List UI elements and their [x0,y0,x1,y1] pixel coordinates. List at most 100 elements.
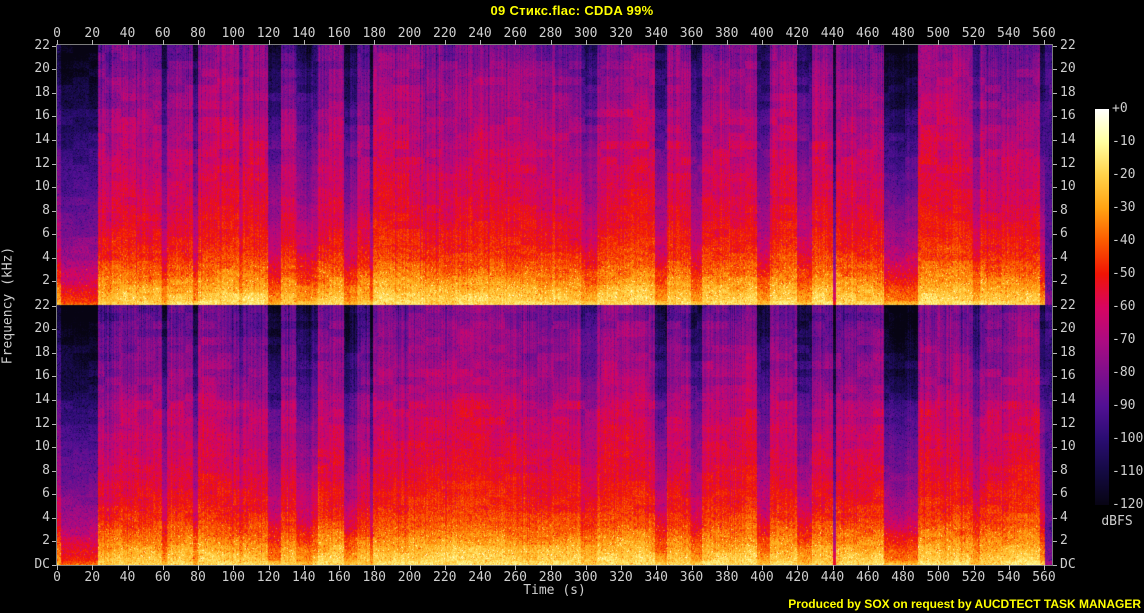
freq-tick [52,116,56,117]
time-tick-label: 120 [256,26,281,41]
time-tick [656,565,658,570]
freq-tick [1053,400,1057,401]
freq-tick-label: 20 [1060,321,1076,336]
time-tick [480,565,481,570]
colorbar-tick-label: -100 [1112,431,1144,446]
freq-tick-label: 18 [34,85,50,100]
freq-tick-label: 20 [1060,61,1076,76]
time-tick [832,565,834,570]
freq-tick [52,471,56,472]
time-tick-label: 240 [468,26,492,41]
freq-tick [52,424,56,425]
time-tick [339,565,340,570]
time-tick-label: 460 [856,570,880,585]
time-tick-label: 320 [609,570,633,585]
time-tick-label: 140 [292,26,316,41]
time-tick-label: 0 [53,26,61,41]
time-tick-label: 380 [715,570,739,585]
time-tick-label: 260 [503,570,527,585]
time-tick [303,565,305,570]
freq-tick-label: 12 [34,416,50,431]
time-tick [903,565,904,570]
time-tick [374,565,376,570]
time-tick [444,565,446,570]
time-tick-label: 540 [997,26,1021,41]
colorbar-tick-label: +0 [1112,101,1128,116]
freq-tick-label: 10 [34,439,50,454]
time-tick-label: 460 [856,26,880,41]
colorbar-gradient [1095,109,1109,505]
freq-tick-label: 4 [42,250,50,265]
time-tick [198,565,199,570]
freq-tick [1053,565,1057,566]
freq-tick-label: 18 [34,345,50,360]
freq-tick [1053,471,1057,472]
time-tick [550,40,552,45]
time-tick [374,40,376,45]
time-tick [1008,565,1010,570]
time-tick-label: 20 [84,26,101,41]
time-tick-label: 200 [397,570,422,585]
time-tick-label: 80 [190,26,206,41]
time-tick-label: 400 [750,570,774,585]
time-tick-label: 440 [820,570,845,585]
page-title: 09 Стикс.flac: CDDA 99% [490,3,654,18]
colorbar-tick-label: -80 [1112,365,1136,380]
time-tick [162,40,164,45]
freq-tick [1053,281,1057,282]
freq-tick [52,69,56,70]
freq-tick-label: 6 [42,486,50,501]
time-tick-label: 40 [119,26,136,41]
colorbar-tick-label: -110 [1112,464,1144,479]
time-tick [268,40,270,45]
freq-tick [1053,93,1057,94]
freq-tick-label: 14 [34,132,50,147]
time-tick [444,40,446,45]
time-tick [762,565,763,570]
freq-tick-label: 6 [1060,226,1068,241]
time-tick-label: 0 [53,570,61,585]
freq-tick [52,494,56,495]
freq-tick-label: 10 [34,179,50,194]
dc-label: DC [34,557,50,572]
time-tick [233,40,235,45]
time-tick-label: 480 [891,26,915,41]
time-tick [585,565,587,570]
colorbar-tick-label: -90 [1112,398,1136,413]
colorbar-tick-label: -20 [1112,167,1136,182]
freq-tick [1053,258,1057,259]
time-tick-label: 380 [715,26,739,41]
freq-tick [52,258,56,259]
time-tick [409,565,411,570]
time-tick-label: 100 [221,26,245,41]
freq-tick-label: 16 [34,108,50,123]
freq-tick-label: 2 [1060,533,1068,548]
time-tick-label: 280 [538,570,563,585]
freq-tick-label: 14 [34,392,50,407]
time-tick [867,40,869,45]
time-tick [938,565,940,570]
freq-tick-label: 8 [1060,203,1068,218]
time-tick-label: 440 [820,26,845,41]
colorbar-tick-label: -50 [1112,266,1136,281]
time-tick-label: 520 [961,570,986,585]
time-tick-label: 340 [644,570,668,585]
freq-tick-label: 2 [42,533,50,548]
freq-tick [52,353,56,354]
time-tick [762,40,763,45]
freq-tick [52,281,56,282]
time-tick [867,565,869,570]
time-tick [726,565,728,570]
time-tick-label: 40 [119,570,136,585]
time-tick [691,40,693,45]
freq-tick [52,447,56,448]
freq-tick [1053,541,1057,542]
colorbar-tick-label: -120 [1112,497,1144,512]
time-tick [585,40,587,45]
freq-tick [1053,46,1057,47]
time-tick-label: 360 [679,570,704,585]
time-tick-label: 560 [1032,26,1056,41]
colorbar-tick-label: -30 [1112,200,1136,215]
time-tick [409,40,411,45]
time-tick-label: 420 [785,570,809,585]
